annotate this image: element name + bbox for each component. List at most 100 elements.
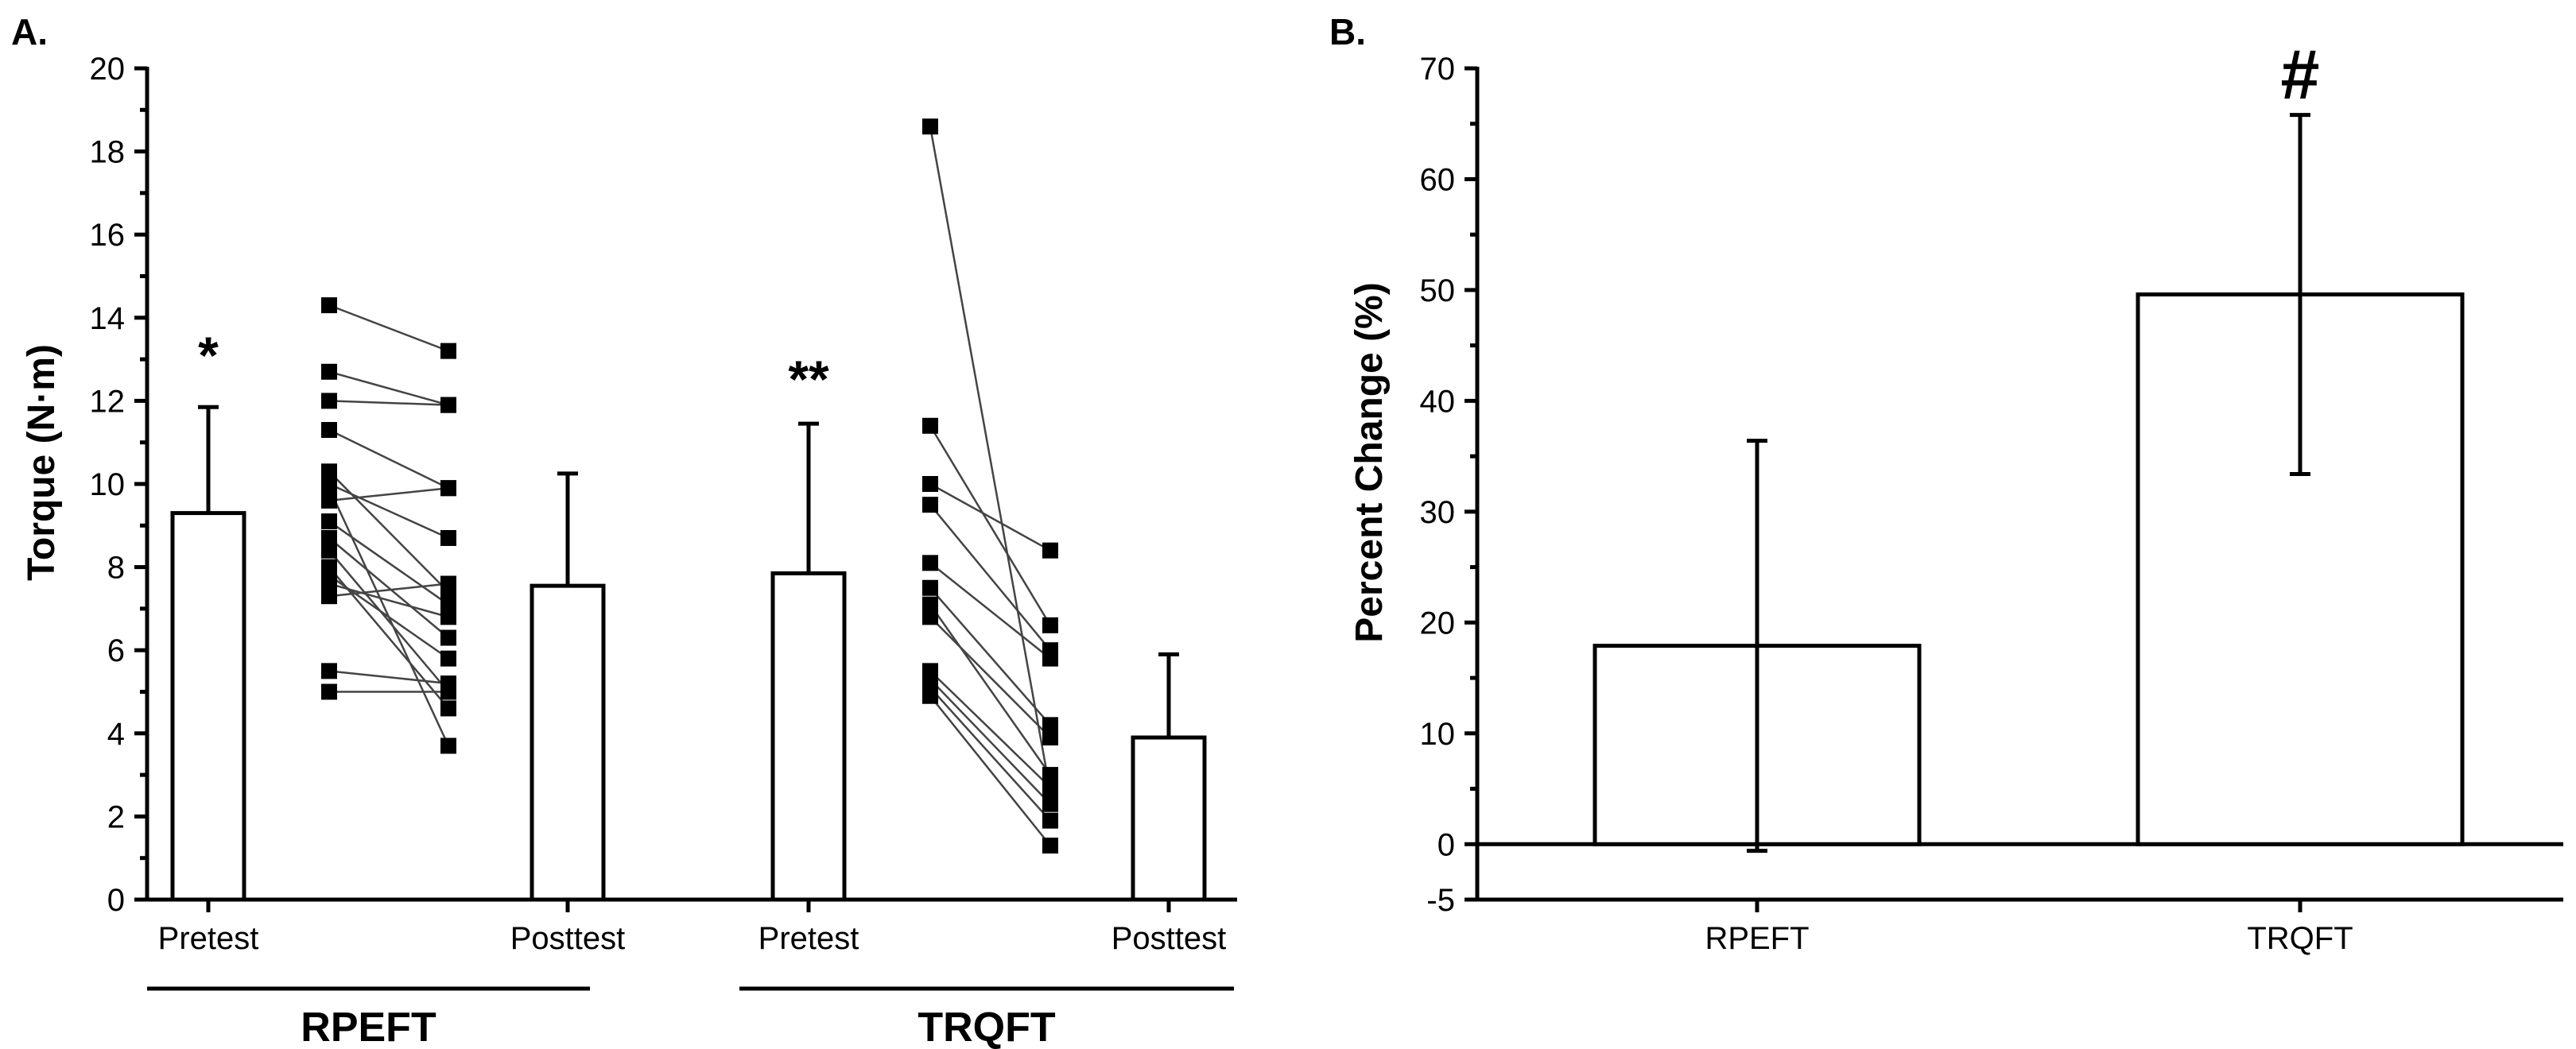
individual-line: [328, 482, 449, 540]
individual-line: [929, 616, 1051, 738]
individual-point-posttest: [440, 700, 456, 717]
bar: [1131, 735, 1207, 902]
y-tick-label: 16: [90, 218, 126, 253]
x-category-label: TRQFT: [2247, 921, 2353, 956]
individual-point-posttest: [1042, 542, 1058, 559]
individual-line: [929, 562, 1051, 660]
individual-point-posttest: [1042, 617, 1058, 633]
individual-line: [328, 537, 449, 639]
individual-line: [328, 670, 449, 685]
individual-point-posttest: [440, 683, 456, 700]
x-category-label: Posttest: [1111, 921, 1227, 956]
individual-point-pretest: [922, 596, 938, 613]
individual-line: [328, 370, 449, 406]
individual-point-pretest: [922, 555, 938, 571]
group-label: TRQFT: [918, 1004, 1056, 1049]
individual-point-posttest: [1042, 717, 1058, 734]
individual-point-posttest: [1042, 779, 1058, 795]
individual-point-pretest: [321, 363, 337, 380]
individual-point-pretest: [922, 476, 938, 492]
individual-point-posttest: [440, 629, 456, 646]
individual-line: [328, 583, 449, 598]
individual-point-pretest: [321, 513, 337, 530]
individual-point-posttest: [1042, 812, 1058, 829]
individual-point-pretest: [321, 559, 337, 575]
y-tick-label: 8: [107, 551, 125, 586]
individual-point-pretest: [321, 529, 337, 546]
individual-line: [328, 549, 449, 693]
individual-point-posttest: [440, 343, 456, 359]
individual-line: [929, 695, 1051, 846]
individual-line: [328, 487, 450, 747]
individual-point-posttest: [440, 397, 456, 413]
panel-a-label: A.: [11, 11, 48, 52]
y-tick-label: 2: [107, 799, 125, 834]
individual-line: [929, 687, 1051, 822]
individual-line: [929, 126, 1052, 792]
individual-point-pretest: [321, 663, 337, 679]
y-tick-label: 30: [1420, 495, 1456, 530]
individual-point-posttest: [1042, 767, 1058, 784]
individual-line: [328, 428, 449, 490]
individual-line: [929, 425, 1052, 626]
individual-line: [328, 521, 449, 606]
individual-point-pretest: [922, 687, 938, 704]
individual-point-pretest: [922, 609, 938, 625]
bar: [770, 571, 847, 902]
y-tick-label: 14: [90, 301, 126, 336]
x-category-label: Pretest: [758, 921, 859, 956]
x-category-label: RPEFT: [1705, 921, 1809, 956]
bar: [170, 511, 246, 902]
panel-b-ylabel: Percent Change (%): [1348, 282, 1391, 642]
individual-point-pretest: [321, 575, 337, 592]
individual-point-pretest: [321, 463, 337, 480]
y-tick-label: 18: [90, 135, 126, 170]
panel-a-ylabel: Torque (N·m): [21, 344, 63, 581]
y-tick-label: 0: [1437, 827, 1455, 862]
individual-point-pretest: [321, 683, 337, 700]
y-tick-label: 6: [107, 633, 125, 668]
individual-point-pretest: [321, 393, 337, 409]
individual-point-posttest: [1042, 838, 1058, 854]
y-tick-label: -5: [1426, 883, 1455, 918]
y-tick-label: 4: [107, 717, 125, 752]
individual-point-pretest: [321, 480, 337, 497]
individual-point-pretest: [321, 492, 337, 509]
y-tick-label: 0: [107, 883, 125, 918]
individual-line: [328, 304, 449, 352]
individual-point-pretest: [321, 588, 337, 605]
individual-line: [328, 486, 449, 502]
individual-line: [929, 670, 1051, 788]
individual-point-posttest: [440, 737, 456, 754]
panel-a-plot: 0 2 4 6 8 10 12 14 16 18 20 Pretest Posttest Pretest P…: [90, 52, 1237, 1049]
individual-point-posttest: [440, 650, 456, 667]
individual-line: [328, 400, 449, 406]
significance-marker: #: [2281, 35, 2320, 114]
individual-point-pretest: [922, 497, 938, 513]
y-tick-label: 20: [1420, 606, 1456, 641]
individual-point-pretest: [321, 542, 337, 559]
individual-point-posttest: [440, 480, 456, 497]
panel-b-label: B.: [1329, 11, 1366, 52]
individual-point-posttest: [440, 596, 456, 613]
individual-point-posttest: [440, 609, 456, 625]
individual-line: [929, 678, 1051, 805]
individual-point-pretest: [922, 579, 938, 596]
individual-point-pretest: [321, 297, 337, 314]
individual-point-pretest: [922, 417, 938, 434]
individual-line: [929, 482, 1051, 552]
individual-line: [929, 603, 1052, 776]
y-tick-label: 60: [1420, 162, 1456, 197]
x-category-label: Pretest: [158, 921, 259, 956]
y-tick-label: 10: [90, 467, 126, 502]
individual-point-posttest: [1042, 795, 1058, 812]
significance-marker: *: [198, 326, 219, 385]
individual-line: [328, 470, 449, 593]
bar: [530, 583, 606, 902]
individual-point-posttest: [440, 575, 456, 592]
significance-marker: **: [788, 350, 829, 408]
panel-b-plot: -5 0 10 20 30 40 50 60 70 RPEFT TRQFT #: [1420, 35, 2563, 956]
individual-line: [328, 566, 449, 710]
individual-point-posttest: [440, 529, 456, 546]
